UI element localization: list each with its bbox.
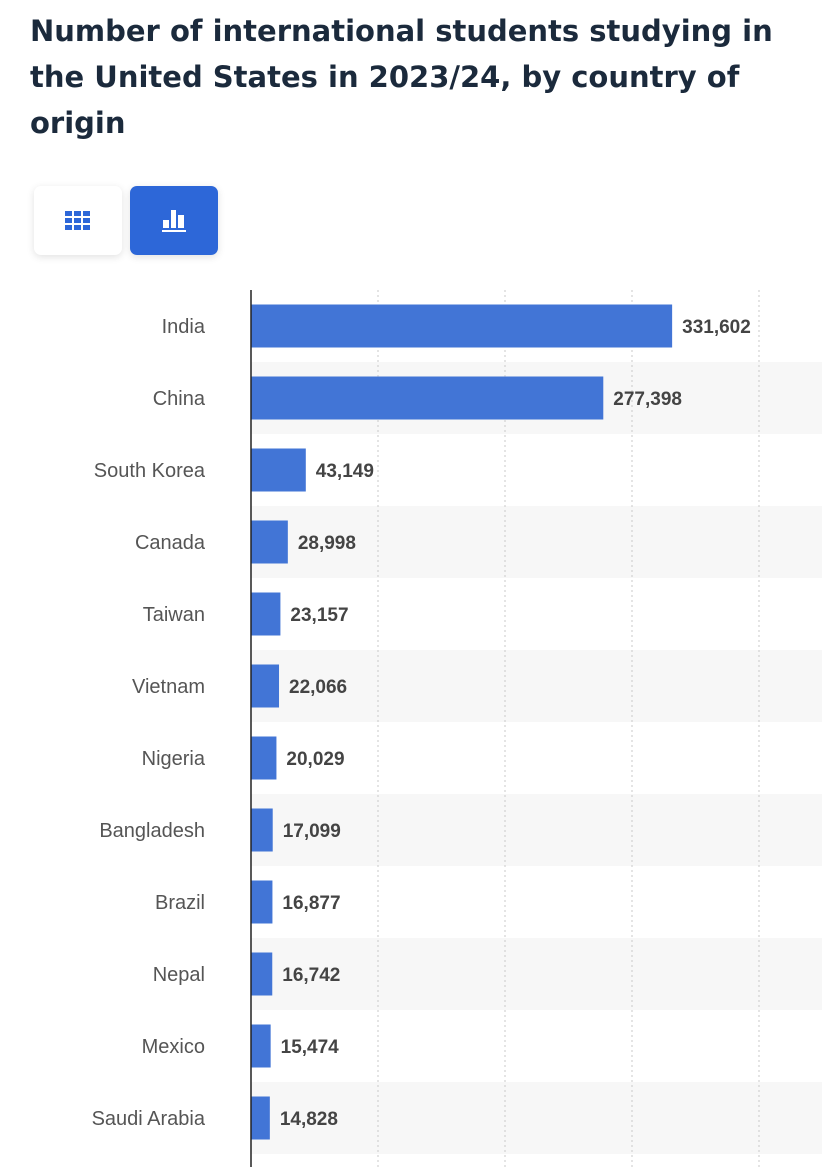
value-label: 28,998 — [298, 533, 356, 554]
category-label: Bangladesh — [99, 820, 205, 842]
category-label: India — [162, 316, 206, 338]
bar — [251, 448, 306, 492]
bar — [251, 664, 280, 708]
category-label: Mexico — [142, 1036, 205, 1058]
row-stripe — [251, 650, 822, 722]
bar — [251, 1096, 270, 1140]
category-label: Saudi Arabia — [92, 1108, 206, 1130]
row-stripe — [251, 1082, 822, 1154]
value-label: 16,877 — [282, 893, 340, 914]
bar — [251, 592, 281, 636]
bar — [251, 880, 273, 924]
value-label: 17,099 — [283, 821, 341, 842]
bar — [251, 952, 273, 996]
row-stripe — [251, 938, 822, 1010]
table-view-button[interactable] — [34, 186, 122, 255]
category-label: Brazil — [155, 892, 205, 914]
value-label: 20,029 — [286, 749, 344, 770]
value-label: 22,066 — [289, 677, 347, 698]
value-label: 14,828 — [280, 1109, 338, 1130]
value-label: 331,602 — [682, 317, 751, 338]
category-label: Nepal — [153, 964, 205, 986]
value-label: 15,474 — [281, 1037, 340, 1058]
category-label: China — [153, 388, 206, 410]
bar — [251, 808, 273, 852]
bar — [251, 520, 288, 564]
grid-icon — [65, 210, 90, 230]
category-label: Vietnam — [132, 676, 205, 698]
bar — [251, 304, 673, 348]
chart-title: Number of international students studyin… — [30, 14, 773, 140]
value-label: 23,157 — [290, 605, 348, 626]
bar — [251, 736, 277, 780]
value-label: 277,398 — [613, 389, 682, 410]
category-label: Taiwan — [143, 604, 205, 626]
chart-view-button[interactable] — [130, 186, 218, 255]
category-label: Canada — [135, 532, 206, 554]
value-label: 43,149 — [316, 461, 374, 482]
value-label: 16,742 — [282, 965, 340, 986]
bar — [251, 376, 604, 420]
bar — [251, 1024, 271, 1068]
category-label: South Korea — [94, 460, 206, 482]
row-stripe — [251, 506, 822, 578]
row-stripe — [251, 794, 822, 866]
category-label: Nigeria — [142, 748, 206, 770]
bar-chart-icon — [162, 209, 186, 232]
